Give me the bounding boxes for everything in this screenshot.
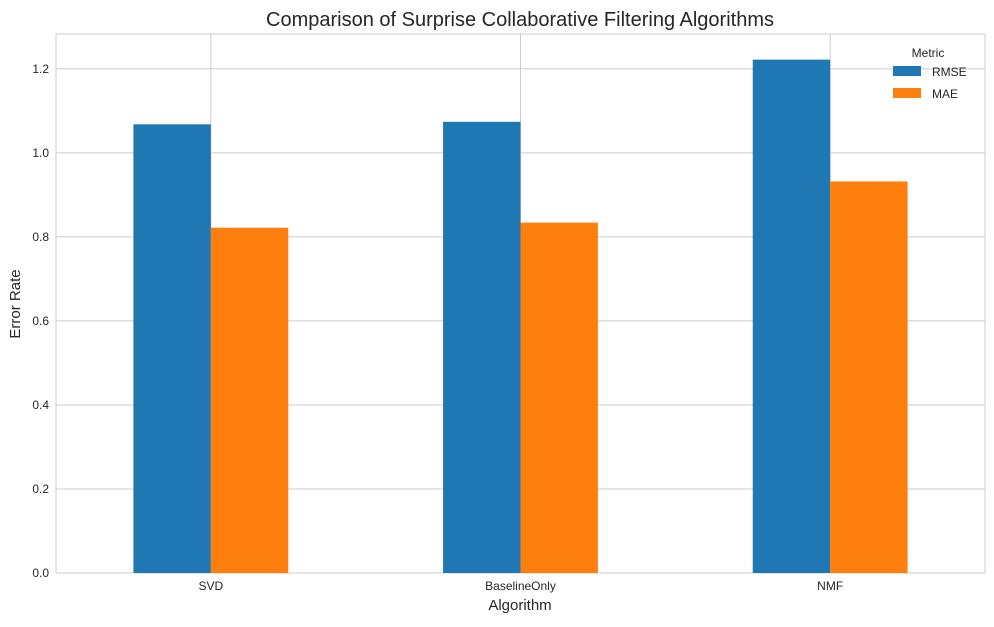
bar-mae-nmf: [830, 181, 908, 573]
chart-title: Comparison of Surprise Collaborative Fil…: [266, 9, 774, 31]
x-tick-label: SVD: [198, 579, 223, 593]
x-tick-label: NMF: [817, 579, 843, 593]
y-tick-label: 1.2: [32, 62, 49, 76]
x-axis-ticks: SVD BaselineOnly NMF: [198, 579, 843, 593]
bar-rmse-svd: [133, 124, 211, 574]
bar-mae-baselineonly: [520, 222, 598, 573]
bar-mae-svd: [210, 227, 289, 574]
x-tick-label: BaselineOnly: [485, 579, 556, 593]
y-tick-label: 0.4: [32, 398, 49, 412]
legend: Metric RMSE MAE: [893, 46, 967, 101]
x-axis-label: Algorithm: [488, 597, 551, 614]
y-tick-label: 0.8: [32, 230, 49, 244]
legend-label-mae: MAE: [932, 87, 958, 101]
y-tick-label: 0.6: [32, 314, 49, 328]
y-tick-label: 0.0: [32, 566, 49, 580]
y-tick-label: 0.2: [32, 482, 49, 496]
bar-rmse-nmf: [752, 59, 831, 574]
y-axis-label: Error Rate: [7, 269, 24, 338]
y-tick-label: 1.0: [32, 146, 49, 160]
legend-label-rmse: RMSE: [932, 65, 967, 79]
bars: [133, 59, 908, 574]
legend-entries: RMSE MAE: [893, 65, 967, 101]
y-axis-ticks: 0.0 0.2 0.4 0.6 0.8 1.0 1.2: [32, 62, 49, 580]
legend-swatch-mae: [893, 88, 921, 98]
bar-rmse-baselineonly: [443, 121, 521, 574]
legend-title: Metric: [912, 46, 945, 60]
legend-swatch-rmse: [893, 66, 921, 76]
